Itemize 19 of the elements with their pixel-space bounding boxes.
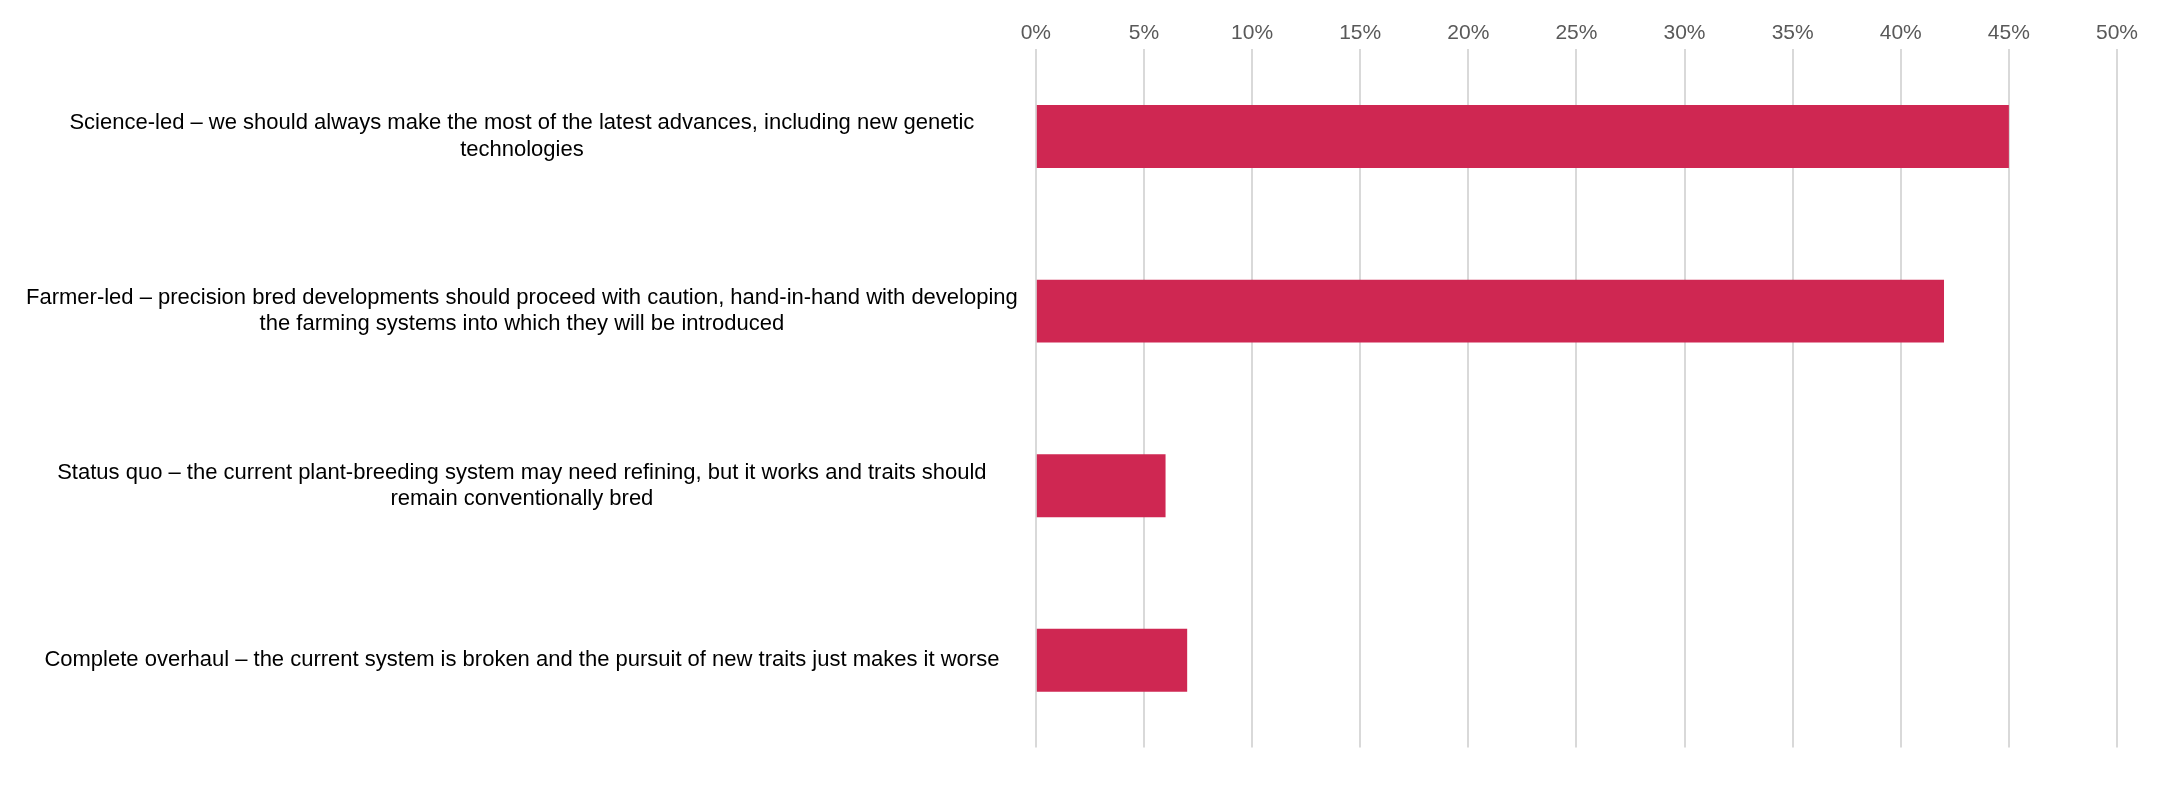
x-tick-label: 10% bbox=[1231, 20, 1274, 44]
x-tick-label: 50% bbox=[2095, 20, 2139, 44]
y-tick-label: Status quo – the current plant-breeding system may need refining, but it works and traits should remain conventionally bred bbox=[57, 458, 987, 510]
x-tick-label: 45% bbox=[1987, 20, 2030, 44]
x-tick-label: 20% bbox=[1447, 20, 1490, 44]
x-tick-label: 30% bbox=[1663, 20, 1706, 44]
bar bbox=[1036, 454, 1166, 518]
y-tick-label: Science-led – we should always make the most of the latest advances, including new genetic technologies bbox=[69, 109, 975, 161]
bar bbox=[1036, 105, 2009, 168]
bar bbox=[1036, 628, 1188, 692]
x-tick-label: 40% bbox=[1879, 20, 1922, 44]
x-tick-label: 25% bbox=[1555, 20, 1598, 44]
bar bbox=[1036, 279, 1945, 343]
x-tick-label: 5% bbox=[1128, 20, 1160, 44]
x-tick-label: 0% bbox=[1020, 20, 1051, 44]
x-tick-label: 15% bbox=[1339, 20, 1382, 44]
y-tick-label: Complete overhaul – the current system is broken and the pursuit of new traits just makes it worse bbox=[44, 646, 1000, 672]
y-tick-label: Farmer-led – precision bred developments should proceed with caution, hand-in-hand with developing the farming systems into which they will be introduced bbox=[26, 283, 1018, 336]
x-tick-label: 35% bbox=[1771, 20, 1814, 44]
